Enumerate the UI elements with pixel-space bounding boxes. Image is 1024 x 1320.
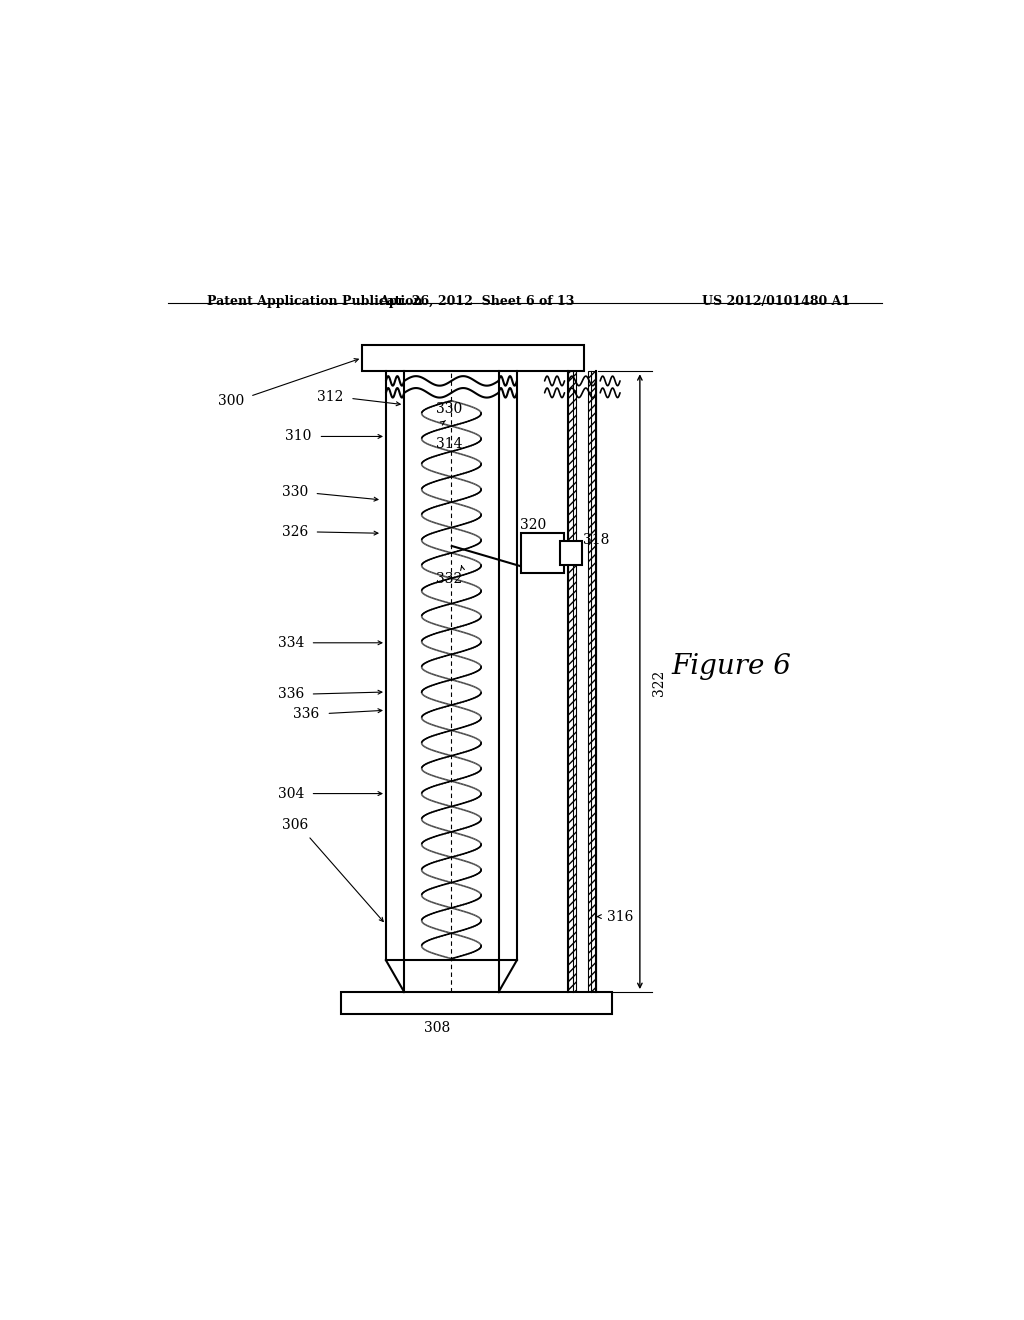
Text: 326: 326 (282, 524, 308, 539)
Text: 304: 304 (278, 787, 304, 800)
Text: 334: 334 (278, 636, 304, 649)
Text: US 2012/0101480 A1: US 2012/0101480 A1 (702, 296, 850, 308)
Text: 336: 336 (294, 708, 319, 721)
Text: 320: 320 (519, 519, 546, 532)
Bar (560, 541, 582, 565)
Text: Patent Application Publication: Patent Application Publication (207, 296, 423, 308)
Bar (568, 371, 577, 991)
Text: 312: 312 (317, 389, 344, 404)
Bar (588, 371, 596, 991)
Text: 330: 330 (436, 401, 463, 416)
Bar (341, 991, 612, 1014)
Text: Figure 6: Figure 6 (672, 653, 792, 680)
Text: 300: 300 (218, 393, 245, 408)
Text: 316: 316 (607, 909, 633, 924)
Text: 314: 314 (436, 437, 463, 451)
Text: 336: 336 (278, 688, 304, 701)
Text: 318: 318 (583, 533, 609, 546)
Bar (521, 533, 564, 573)
Bar (362, 346, 585, 371)
Text: 332: 332 (436, 573, 463, 586)
Text: Apr. 26, 2012  Sheet 6 of 13: Apr. 26, 2012 Sheet 6 of 13 (380, 296, 574, 308)
Text: 322: 322 (652, 669, 666, 696)
Text: 330: 330 (282, 484, 308, 499)
Text: 310: 310 (286, 429, 312, 444)
Text: 308: 308 (424, 1022, 451, 1035)
Text: 306: 306 (282, 818, 308, 833)
